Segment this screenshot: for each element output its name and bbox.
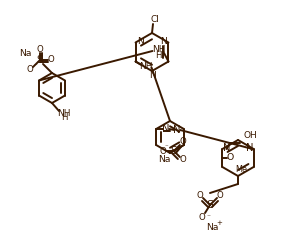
Text: ⁻: ⁻ [165, 144, 169, 150]
Text: O: O [179, 138, 186, 147]
Text: +: + [216, 220, 222, 226]
Text: O: O [197, 190, 203, 200]
Text: Cl: Cl [151, 15, 159, 25]
Text: N: N [246, 143, 253, 153]
Text: O: O [179, 155, 186, 165]
Text: O: O [160, 147, 166, 155]
Text: N: N [160, 37, 167, 46]
Text: N: N [149, 72, 157, 80]
Text: NH: NH [57, 108, 71, 118]
Text: O: O [217, 190, 223, 200]
Text: O: O [199, 213, 205, 221]
Text: O: O [27, 64, 33, 74]
Text: O: O [37, 46, 43, 55]
Text: H: H [155, 50, 162, 60]
Text: NH: NH [152, 46, 165, 55]
Text: S: S [171, 146, 177, 156]
Text: OH: OH [243, 132, 257, 140]
Text: N: N [223, 143, 230, 153]
Text: H: H [61, 112, 67, 122]
Text: Na: Na [158, 155, 171, 165]
Text: Na: Na [19, 49, 31, 59]
Text: Me: Me [235, 165, 248, 173]
Text: NH: NH [139, 62, 152, 71]
Text: N: N [137, 37, 144, 46]
Text: Na: Na [206, 222, 218, 231]
Text: S: S [206, 200, 213, 210]
Text: O: O [227, 154, 234, 163]
Text: O: O [48, 56, 54, 64]
Text: ⁻: ⁻ [206, 213, 210, 221]
Text: ⁻: ⁻ [33, 63, 37, 69]
Text: N: N [162, 124, 170, 134]
Text: N: N [173, 125, 181, 135]
Text: S: S [37, 55, 43, 65]
